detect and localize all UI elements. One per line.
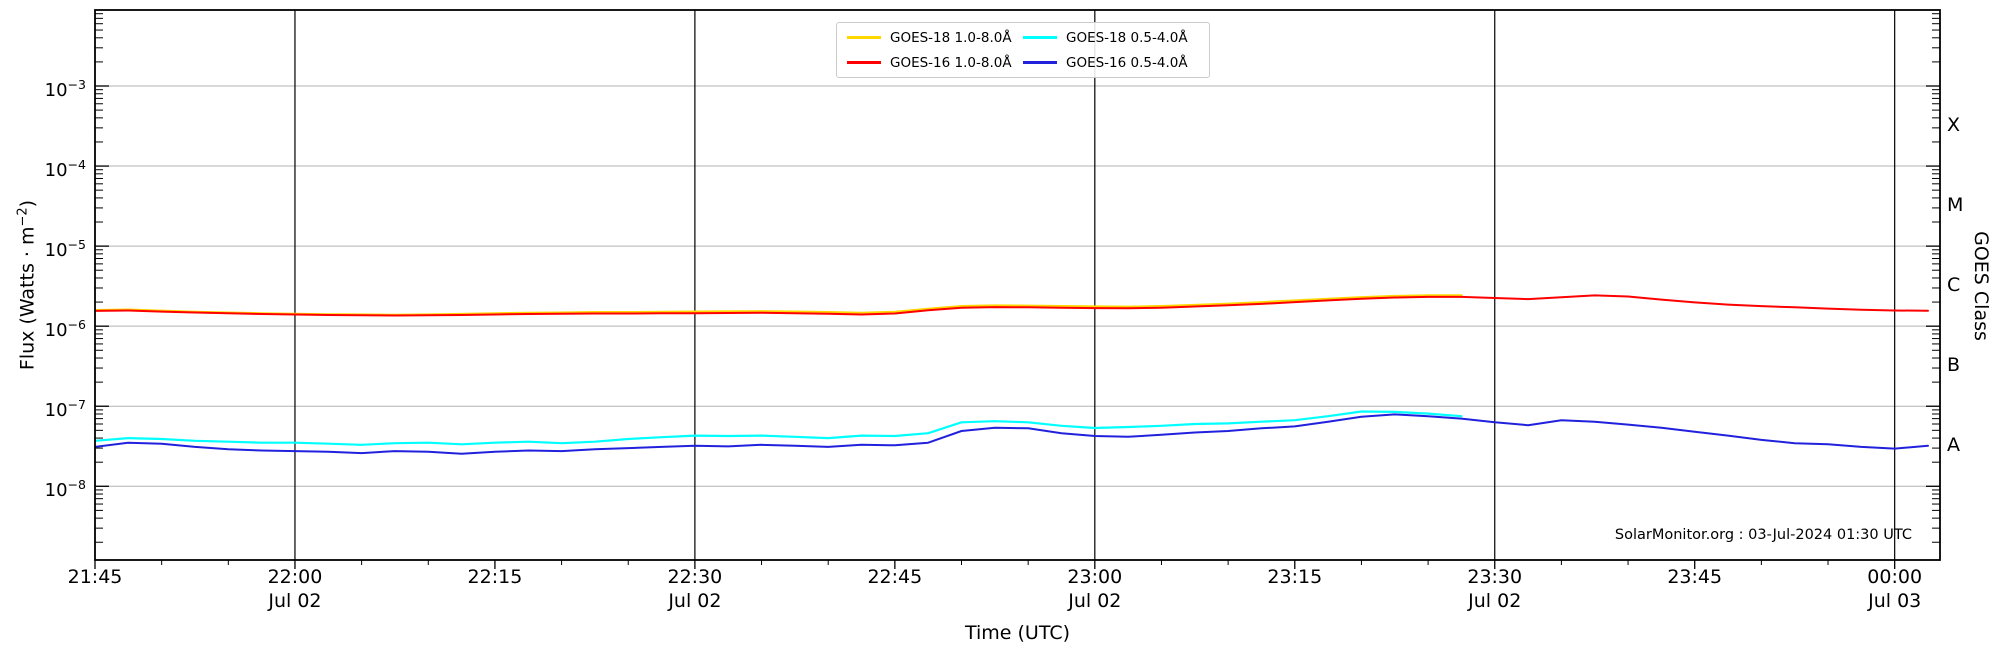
y-tick-label: 10−7 [44, 397, 86, 422]
plot-border [94, 9, 1941, 561]
legend-item-goes16-long: GOES-16 1.0-8.0Å [847, 55, 1023, 71]
goes-class-label-b: B [1947, 354, 1961, 377]
goes18-short-line-swatch [1023, 36, 1057, 39]
x-axis-title: Time (UTC) [964, 622, 1071, 644]
y-axis-title: Flux (Watts · m−2) [15, 200, 38, 370]
y-tick-label: 10−6 [44, 317, 86, 342]
series-line-2 [95, 294, 1929, 317]
legend-item-goes16-short: GOES-16 0.5-4.0Å [1023, 55, 1199, 71]
goes-class-label-c: C [1947, 274, 1961, 297]
goes18-long-line-swatch [847, 36, 881, 39]
y-tick-label: 10−5 [44, 237, 86, 262]
x-tick-label: 00:00 [1867, 566, 1923, 588]
goes16-short-line-swatch [1023, 61, 1057, 64]
goes-class-label-m: M [1947, 194, 1964, 217]
y-axis-title-exponent: −2 [15, 207, 31, 227]
legend-label: GOES-18 1.0-8.0Å [890, 29, 1012, 46]
series-line-4 [95, 413, 1929, 455]
goes16-long-line-swatch [847, 61, 881, 64]
legend-label: GOES-16 1.0-8.0Å [890, 54, 1012, 71]
x-tick-label: 22:30 [667, 566, 723, 588]
y-tick-label: 10−4 [44, 157, 86, 182]
right-axis-title: GOES Class [1970, 231, 1992, 341]
x-tick-label: 22:15 [467, 566, 523, 588]
x-tick-label: 22:45 [867, 566, 923, 588]
x-tick-label: 23:15 [1267, 566, 1323, 588]
legend-item-goes18-long: GOES-18 1.0-8.0Å [847, 30, 1023, 46]
x-tick-label: 23:45 [1667, 566, 1723, 588]
legend-label: GOES-16 0.5-4.0Å [1066, 54, 1188, 71]
x-tick-date-label: Jul 02 [1468, 590, 1522, 612]
y-axis-title-close: ) [16, 199, 39, 208]
x-tick-label: 21:45 [67, 566, 123, 588]
attribution-text: SolarMonitor.org : 03-Jul-2024 01:30 UTC [1614, 527, 1912, 543]
series-line-3 [95, 410, 1463, 446]
legend-label: GOES-18 0.5-4.0Å [1066, 29, 1188, 46]
x-tick-date-label: Jul 02 [268, 590, 322, 612]
x-tick-date-label: Jul 03 [1868, 590, 1922, 612]
x-tick-label: 23:00 [1067, 566, 1123, 588]
goes-class-label-a: A [1947, 434, 1960, 457]
x-tick-date-label: Jul 02 [1068, 590, 1122, 612]
y-tick-label: 10−8 [44, 477, 86, 502]
y-tick-label: 10−3 [44, 77, 86, 101]
legend: GOES-18 1.0-8.0Å GOES-16 1.0-8.0Å GOES-1… [836, 22, 1210, 78]
x-tick-date-label: Jul 02 [668, 590, 722, 612]
legend-item-goes18-short: GOES-18 0.5-4.0Å [1023, 30, 1199, 46]
x-tick-label: 22:00 [267, 566, 323, 588]
x-tick-label: 23:30 [1467, 566, 1523, 588]
goes-class-label-x: X [1947, 114, 1961, 137]
